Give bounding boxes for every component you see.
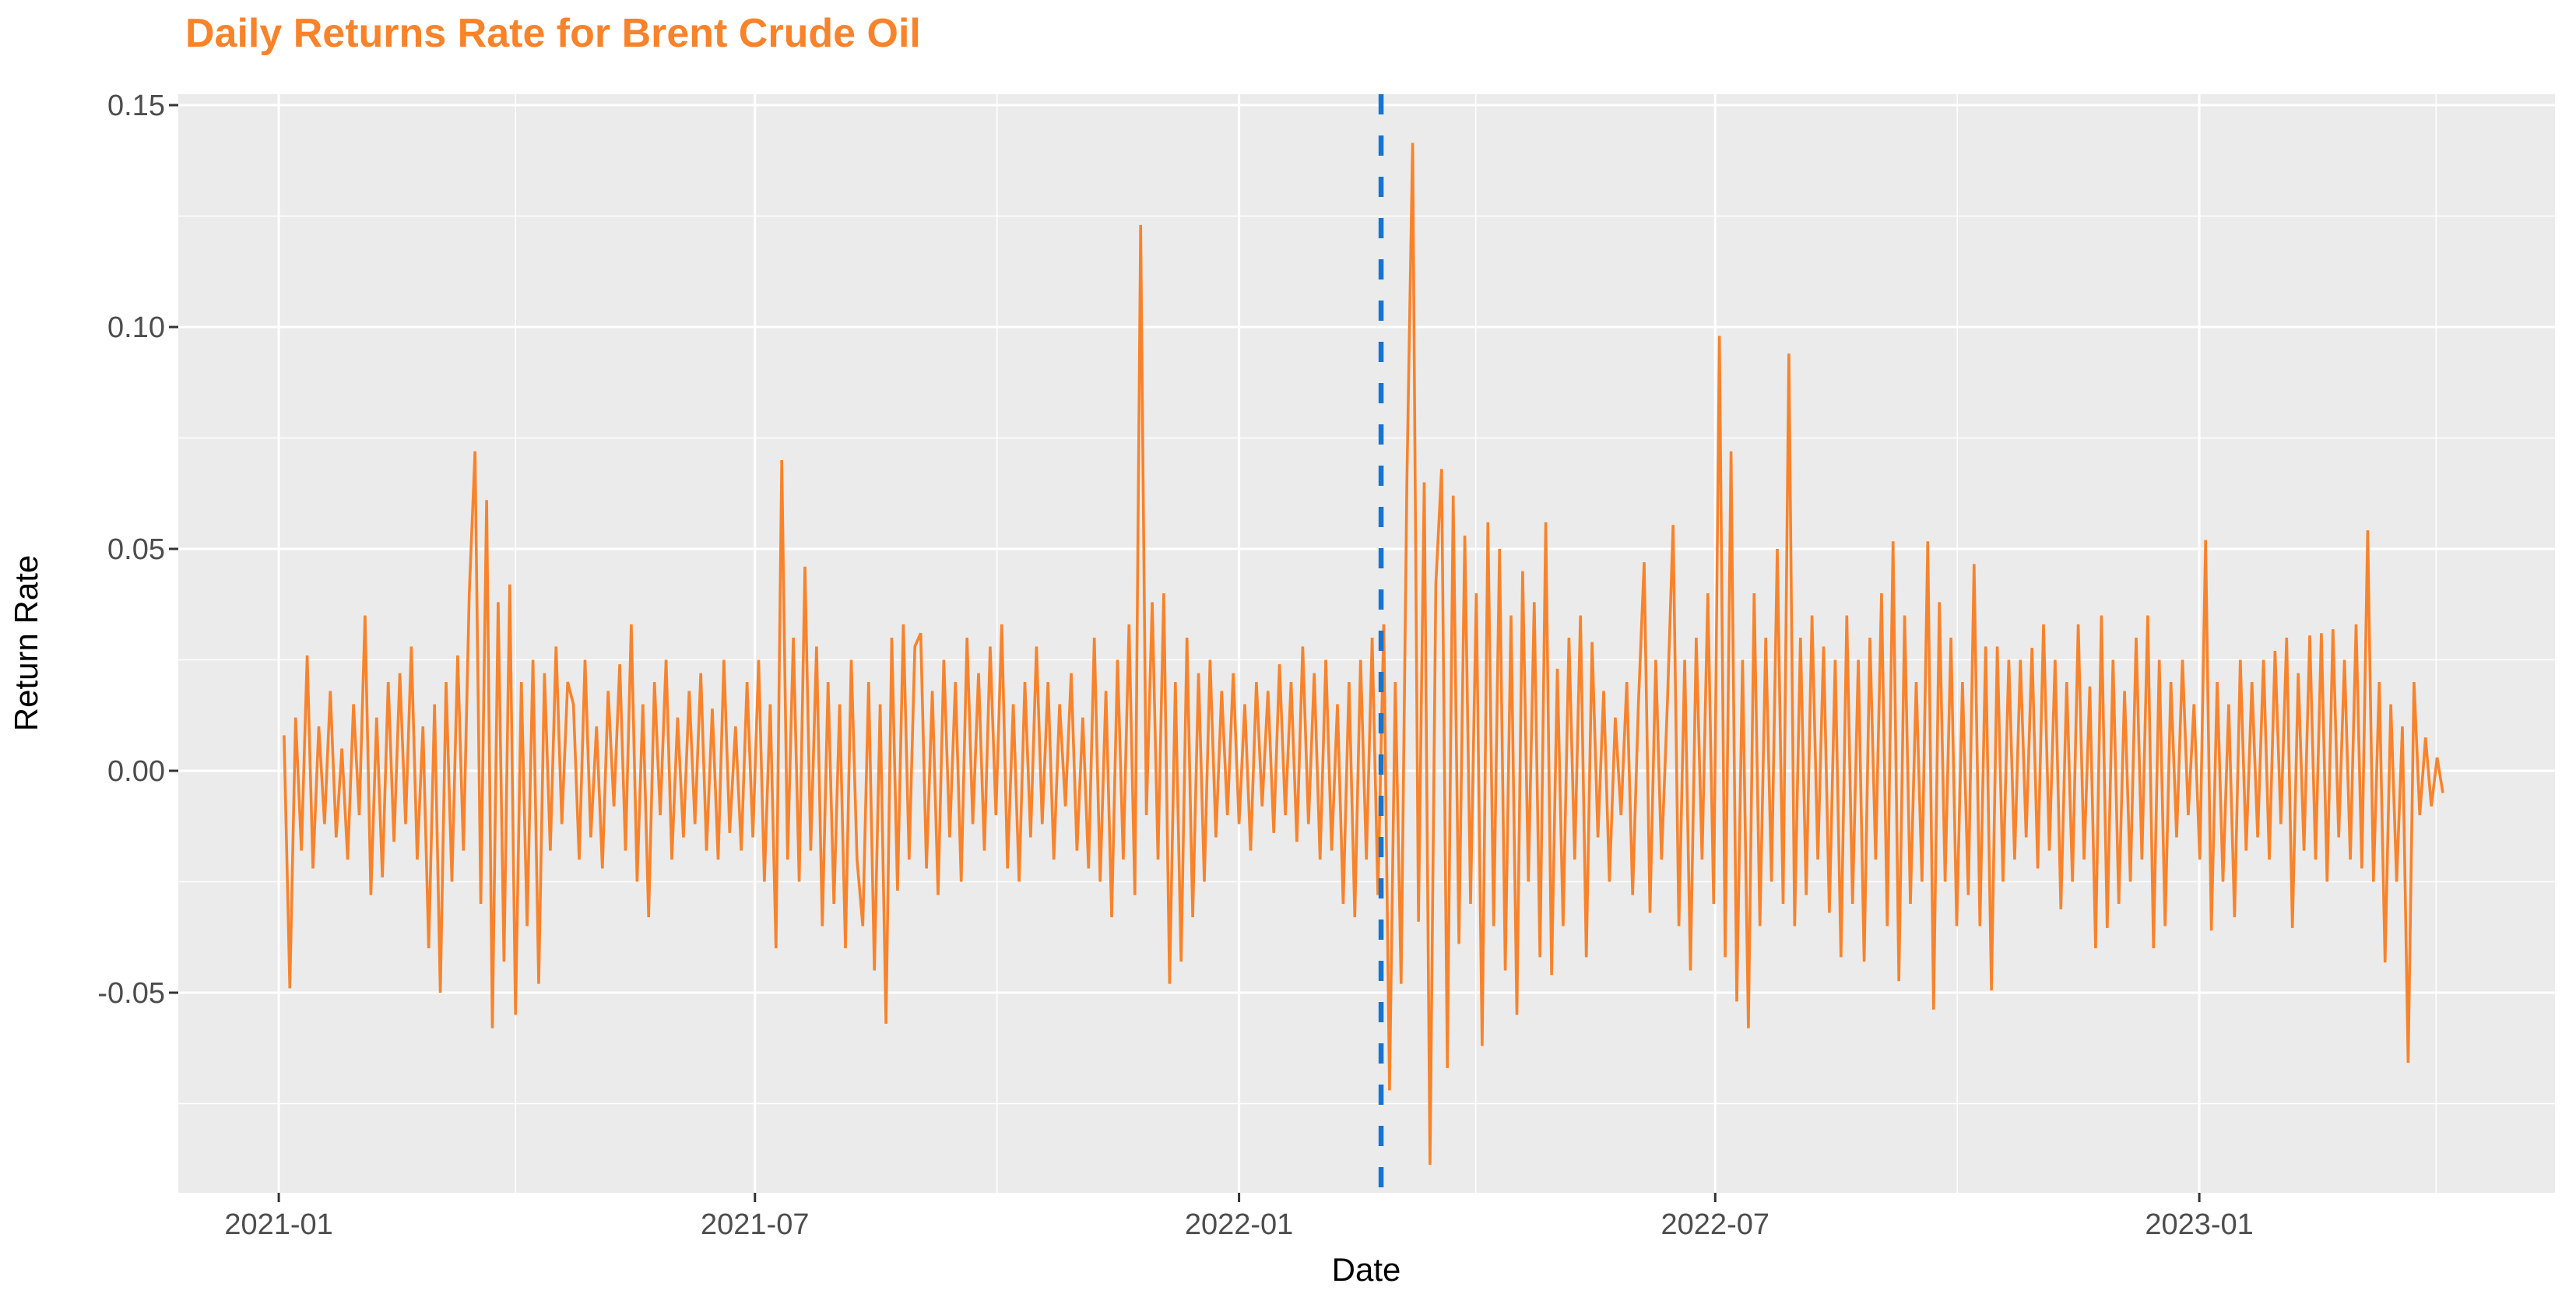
x-tick-label: 2022-07 <box>1661 1208 1769 1241</box>
x-tick-label: 2022-01 <box>1185 1208 1293 1241</box>
y-tick-label: 0.00 <box>107 755 165 788</box>
chart-title: Daily Returns Rate for Brent Crude Oil <box>185 11 921 56</box>
x-tick-label: 2021-07 <box>701 1208 809 1241</box>
y-tick-label: 0.10 <box>107 311 165 344</box>
y-axis-title: Return Rate <box>8 555 44 731</box>
plot-panel <box>178 94 2555 1193</box>
y-tick-label: 0.15 <box>107 90 165 122</box>
x-tick-label: 2021-01 <box>224 1208 332 1241</box>
x-axis-title: Date <box>1332 1251 1401 1288</box>
x-tick-label: 2023-01 <box>2145 1208 2253 1241</box>
axis-tick-marks <box>169 104 2201 1202</box>
y-tick-labels: 0.15 0.10 0.05 0.00 -0.05 <box>97 90 165 1010</box>
x-tick-labels: 2021-01 2021-07 2022-01 2022-07 2023-01 <box>224 1208 2253 1241</box>
y-tick-label: 0.05 <box>107 533 165 566</box>
y-tick-label: -0.05 <box>97 977 165 1010</box>
daily-returns-line <box>283 142 2444 1166</box>
